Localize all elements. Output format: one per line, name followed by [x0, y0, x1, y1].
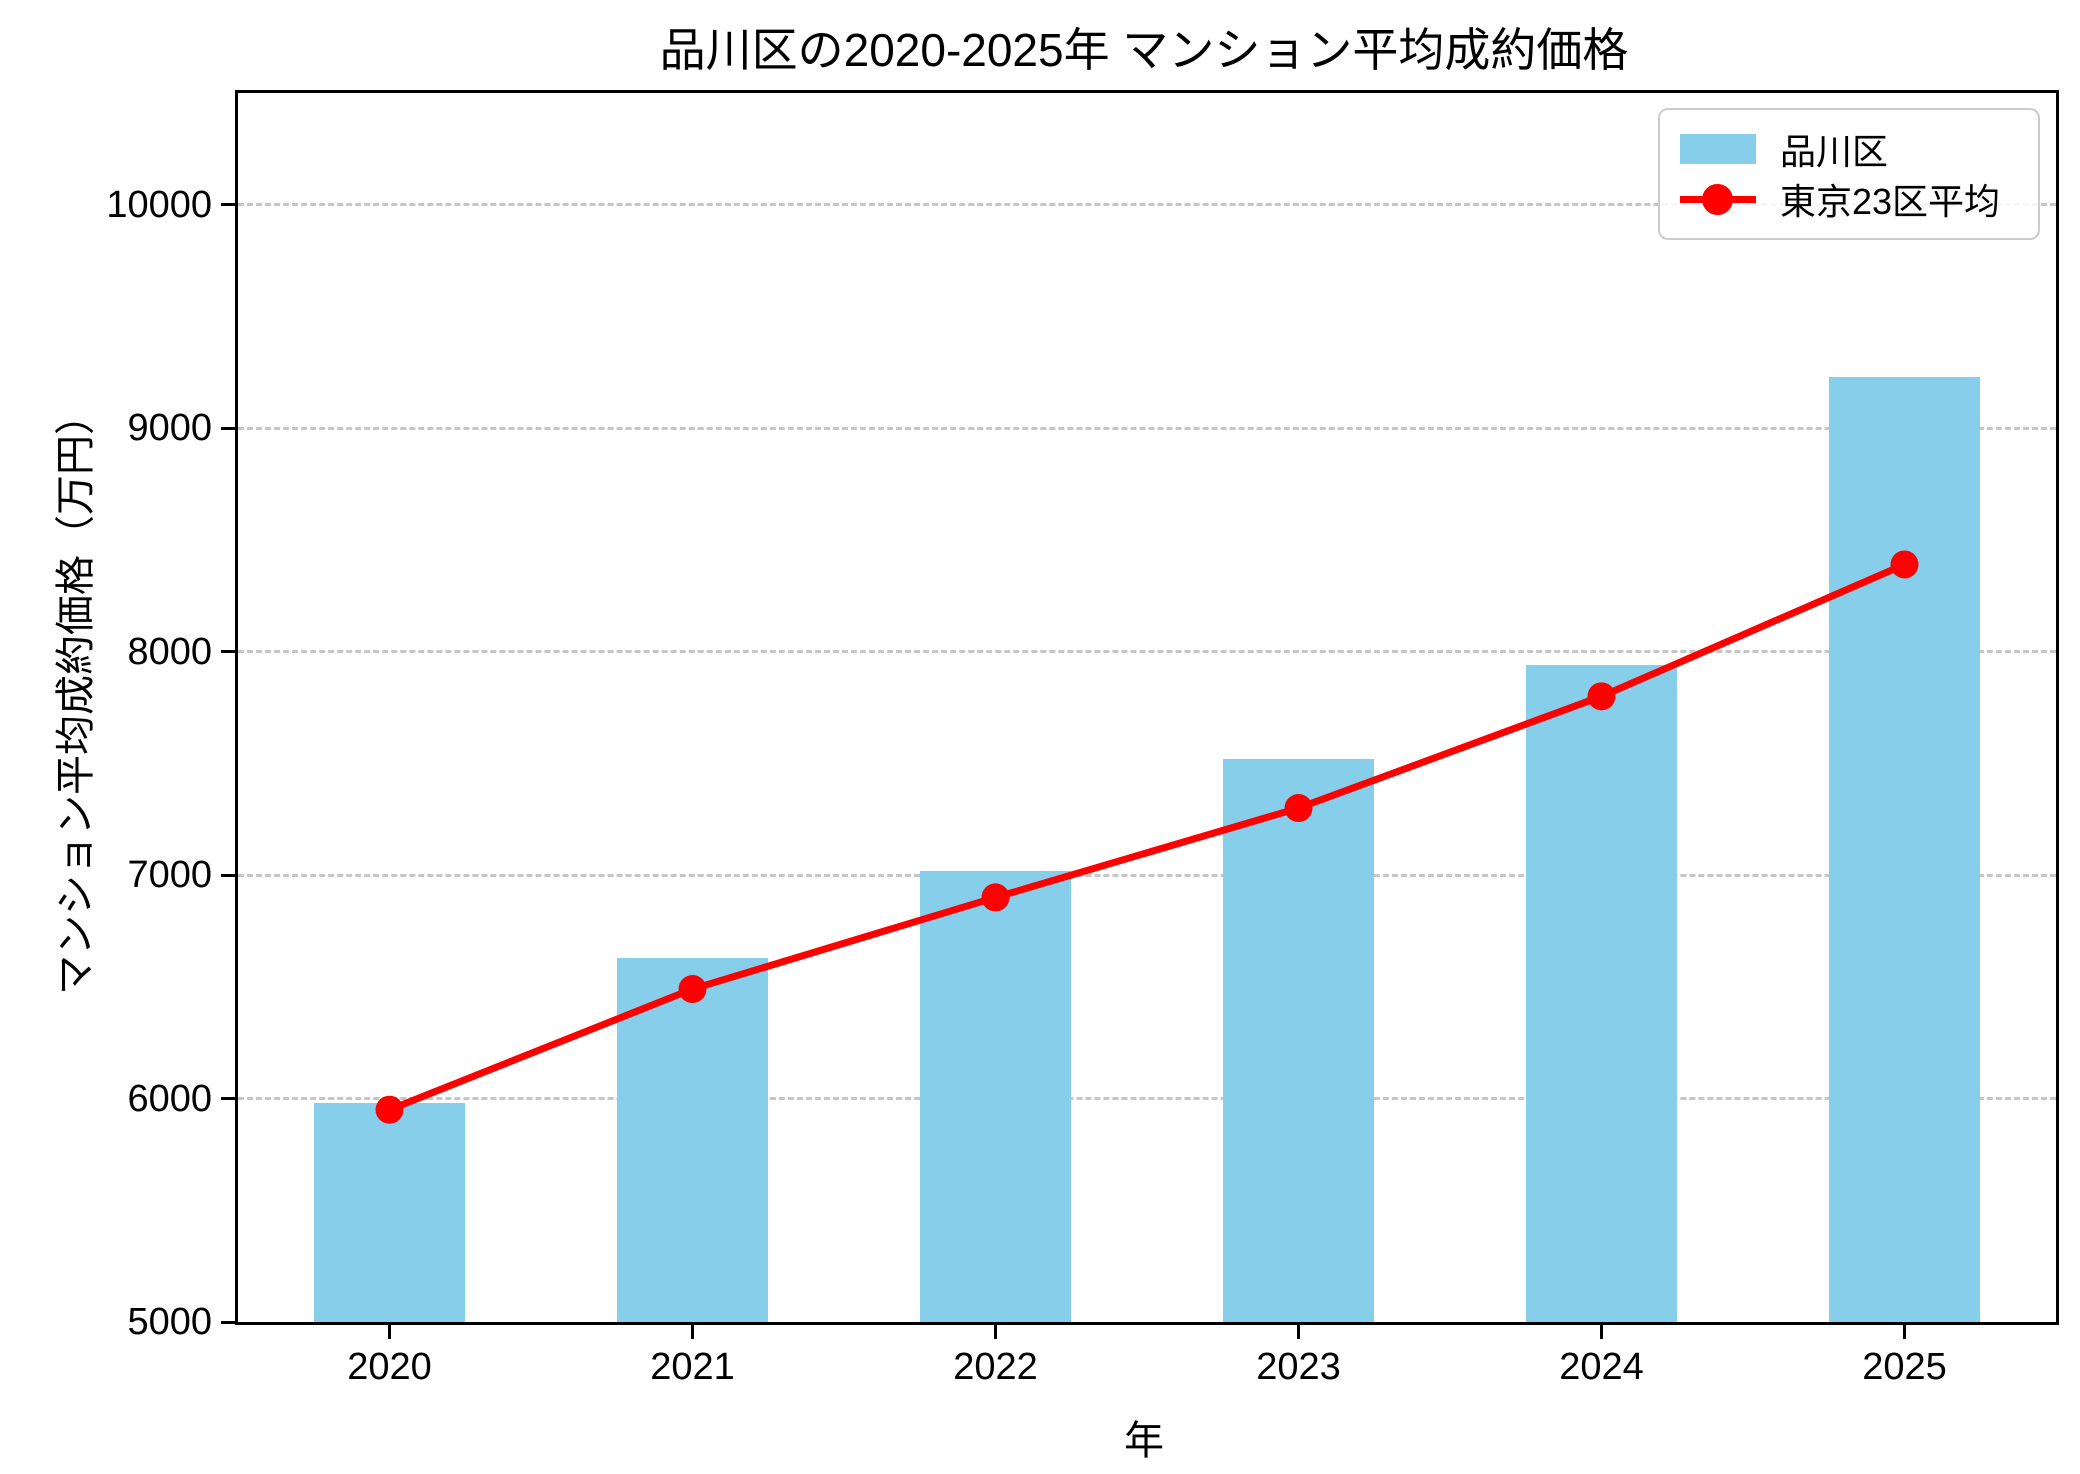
y-tick-label: 7000 [127, 854, 212, 897]
y-tick-label: 8000 [127, 630, 212, 673]
gridline [238, 203, 2056, 207]
chart-title: 品川区の2020-2025年 マンション平均成約価格 [659, 24, 1629, 76]
bar-2025 [1828, 376, 1981, 1322]
y-tick-label: 9000 [127, 407, 212, 450]
bar-2023 [1222, 758, 1375, 1322]
line-marker-2024 [1587, 682, 1616, 711]
line-path [388, 561, 1906, 1113]
legend-item-line-series: 東京23区平均 [1680, 174, 2018, 224]
x-tick-label: 2024 [1559, 1346, 1644, 1388]
gridline [238, 426, 2056, 430]
x-tick-mark [1903, 1325, 1906, 1339]
legend-label-line-series: 東京23区平均 [1780, 181, 2001, 222]
x-tick-mark [994, 1325, 997, 1339]
line-marker-swatch-icon [1680, 184, 1756, 215]
legend-item-bar-series: 品川区 [1680, 124, 2018, 174]
line-marker-2021 [678, 975, 707, 1004]
legend-label-bar-series: 品川区 [1780, 131, 1889, 172]
x-tick-label: 2020 [347, 1346, 432, 1388]
gridline [238, 873, 2056, 877]
x-tick-mark [691, 1325, 694, 1339]
y-tick-label: 5000 [127, 1301, 212, 1343]
x-tick-label: 2021 [650, 1346, 735, 1388]
line-marker-2023 [1284, 794, 1313, 823]
x-tick-label: 2023 [1256, 1346, 1341, 1388]
y-tick-mark [221, 1097, 235, 1101]
bar-swatch-icon [1680, 134, 1756, 164]
y-tick-mark [221, 873, 235, 877]
bar-2024 [1525, 665, 1678, 1322]
x-axis-label: 年 [1124, 1419, 1164, 1463]
line-series-layer [375, 550, 1919, 1124]
y-tick-mark [221, 1320, 235, 1324]
gridline [238, 650, 2056, 654]
y-tick-mark [221, 426, 235, 430]
x-tick-label: 2022 [953, 1346, 1038, 1388]
bar-2021 [616, 957, 769, 1322]
y-tick-mark [221, 650, 235, 654]
x-tick-mark [1600, 1325, 1603, 1339]
plot-area: 5000 6000 7000 8000 9000 10000 2020 2021 2022 202… [106, 90, 2059, 1388]
x-tick-label: 2025 [1862, 1346, 1947, 1388]
line-marker-2025 [1890, 550, 1919, 579]
y-tick-label: 10000 [106, 183, 212, 226]
bar-2020 [313, 1103, 466, 1322]
x-tick-mark [1297, 1325, 1300, 1339]
line-marker-2022 [981, 883, 1010, 912]
x-tick-mark [388, 1325, 391, 1339]
y-axis-label: マンション平均成約価格（万円） [54, 395, 98, 995]
gridline [238, 1097, 2056, 1101]
line-marker-2020 [375, 1095, 404, 1124]
y-tick-label: 6000 [127, 1077, 212, 1120]
y-tick-mark [221, 203, 235, 207]
bar-2022 [919, 870, 1072, 1322]
legend: 品川区 東京23区平均 [1658, 108, 2040, 240]
